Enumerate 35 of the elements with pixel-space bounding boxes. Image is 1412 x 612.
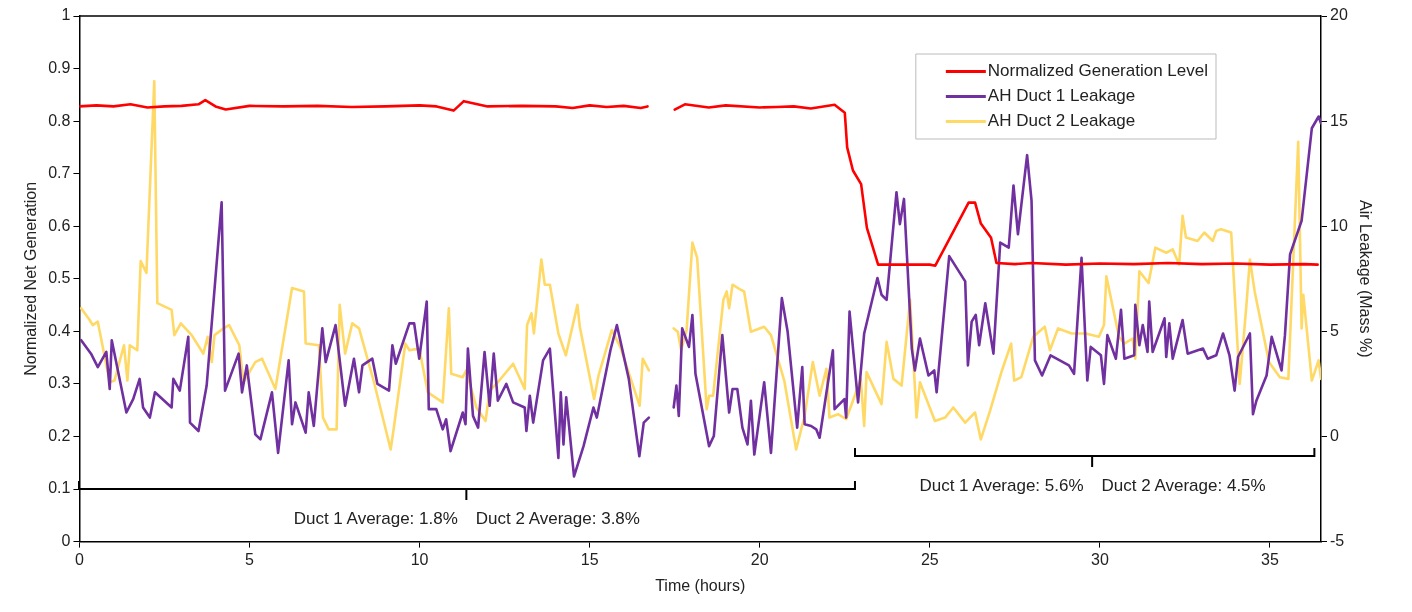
y-tick-label: 1 [61,6,71,24]
y2-tick-label: 0 [1330,426,1339,444]
y-tick-label: 0.5 [48,269,71,287]
annotation: Duct 1 Average: 1.8% [293,509,458,530]
y2-tick-label: -5 [1330,532,1345,550]
annotation: Duct 1 Average: 5.6% [919,475,1084,496]
legend-label: AH Duct 1 Leakage [987,86,1136,106]
y-tick-label: 0 [61,532,71,550]
x-tick-label: 10 [410,550,429,568]
legend-label: AH Duct 2 Leakage [987,111,1136,131]
y2-axis-title: Air Leakage (Mass %) [1356,200,1374,358]
legend-label: Normalized Generation Level [987,61,1209,81]
y2-tick-label: 20 [1330,6,1348,24]
y-tick-label: 0.6 [48,216,71,234]
annotation: Duct 2 Average: 4.5% [1101,475,1266,496]
annotation: Duct 2 Average: 3.8% [475,509,640,530]
y-tick-label: 0.4 [48,321,71,339]
y-axis-title: Normalized Net Generation [22,181,40,376]
y-tick-label: 0.8 [48,111,71,129]
y-tick-label: 0.1 [48,479,71,497]
y2-tick-label: 10 [1330,216,1348,234]
x-tick-label: 35 [1261,550,1279,568]
y-tick-label: 0.3 [48,374,71,392]
x-tick-label: 15 [580,550,599,568]
y-tick-label: 0.7 [48,164,71,182]
y2-tick-label: 5 [1330,321,1339,339]
y2-tick-label: 15 [1330,111,1348,129]
x-tick-label: 30 [1091,550,1109,568]
x-tick-label: 0 [74,550,84,568]
x-axis-title: Time (hours) [655,576,746,594]
x-tick-label: 25 [920,550,939,568]
x-tick-label: 20 [750,550,769,568]
y-tick-label: 0.9 [48,58,71,76]
x-tick-label: 5 [245,550,255,568]
y-tick-label: 0.2 [48,426,71,444]
